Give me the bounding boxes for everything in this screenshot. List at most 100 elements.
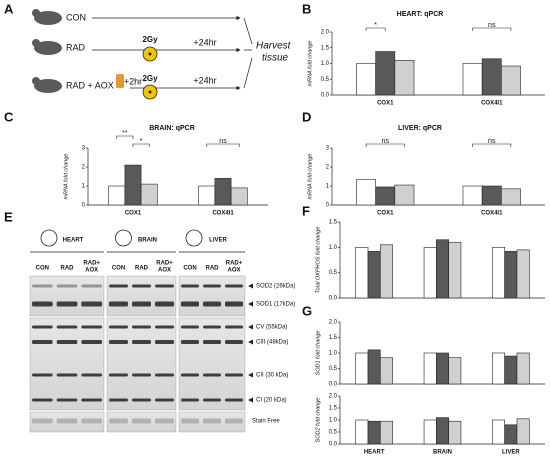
bar: [375, 51, 396, 96]
band: [181, 418, 199, 424]
bar: [448, 357, 462, 385]
band-label: Stain Free: [252, 419, 280, 425]
x-tick-label: BRAIN: [433, 450, 452, 456]
significance-label: ns: [219, 138, 227, 145]
y-tick-label: 0.5: [329, 430, 338, 436]
band: [203, 325, 221, 329]
blot-panel: [178, 275, 246, 317]
x-tick-label: COX4l1: [481, 101, 503, 107]
band: [181, 301, 199, 307]
band: [32, 325, 53, 329]
bar: [355, 352, 369, 385]
band-pointer: [248, 283, 253, 289]
tissue-label: LIVER: [209, 238, 227, 244]
bar: [108, 185, 126, 206]
band: [32, 418, 53, 424]
bar: [501, 65, 521, 96]
band-label: CV (55kDa): [256, 325, 287, 331]
radiation-icons: [142, 46, 158, 100]
band: [225, 373, 243, 377]
bar: [356, 179, 376, 206]
panel-letter: B: [302, 1, 311, 16]
bar: [380, 357, 393, 385]
band: [132, 373, 151, 377]
bar: [501, 188, 521, 206]
significance-bracket: [365, 27, 386, 31]
chart-title: LIVER: qPCR: [398, 125, 442, 132]
tissue-icon: [185, 229, 203, 247]
bar: [380, 420, 393, 445]
band: [203, 301, 221, 307]
bar: [230, 187, 248, 206]
y-tick-label: 1.0: [329, 351, 338, 357]
band: [132, 301, 151, 307]
bar: [356, 63, 376, 96]
band-pointer: [248, 324, 253, 330]
significance-bracket: [472, 143, 512, 147]
y-tick-label: 1.5: [321, 45, 330, 51]
y-tick-label: 0.0: [321, 93, 330, 99]
bar: [448, 420, 462, 445]
y-tick-label: 0: [82, 203, 86, 209]
band: [81, 418, 102, 424]
lane-label: RAD: [135, 266, 149, 272]
panel-letter: G: [302, 303, 312, 318]
significance-label: ns: [488, 138, 496, 145]
y-tick-label: 2.0: [329, 394, 338, 400]
blot-panel: [106, 317, 177, 411]
bar: [492, 247, 505, 299]
tissue-label: BRAIN: [138, 238, 157, 244]
y-tick-label: 0.5: [329, 366, 338, 372]
x-tick-label: COX1: [125, 211, 142, 217]
y-tick-label: 1.0: [329, 245, 338, 251]
band: [155, 284, 174, 288]
significance-label: *: [374, 22, 377, 29]
y-tick-label: 0.5: [321, 77, 330, 83]
y-tick-label: 0.5: [329, 270, 338, 276]
y-tick-label: 0.0: [329, 382, 338, 388]
band: [109, 340, 128, 344]
band-label: CIII (48kDa): [256, 340, 288, 346]
band: [155, 418, 174, 424]
bar: [462, 185, 483, 206]
band: [181, 398, 199, 402]
significance-bracket: [472, 27, 512, 31]
band: [181, 373, 199, 377]
band: [32, 373, 53, 377]
lane-label: RAD+: [156, 261, 173, 267]
group-label: RAD + AOX: [66, 80, 114, 90]
y-tick-label: 2.0: [329, 320, 338, 326]
panel-letter: D: [302, 109, 311, 124]
y-tick-label: 1.0: [321, 61, 330, 67]
bar: [355, 247, 369, 299]
lane-label: RAD+: [83, 261, 100, 267]
band-pointer: [248, 339, 253, 345]
bar: [367, 251, 381, 299]
y-axis-label: mRNA fold change: [63, 154, 69, 200]
endpoint: Harvest: [256, 41, 292, 52]
lane-label: CON: [183, 266, 196, 272]
band: [56, 325, 78, 329]
band: [32, 284, 53, 288]
y-axis-label: mRNA fold change: [307, 154, 313, 200]
bar: [448, 241, 462, 299]
band-pointer: [248, 372, 253, 378]
significance-bracket: [132, 143, 150, 147]
band: [132, 284, 151, 288]
band: [225, 301, 243, 307]
band: [181, 325, 199, 329]
bar: [375, 186, 396, 206]
dose-label: 2Gy: [142, 35, 158, 44]
panel-letter: E: [4, 209, 13, 224]
band: [132, 398, 151, 402]
panel-letter: A: [4, 1, 14, 16]
band: [56, 340, 78, 344]
band: [109, 301, 128, 307]
y-tick-label: 0.0: [329, 442, 338, 448]
bar: [380, 244, 393, 299]
band: [81, 284, 102, 288]
band: [56, 301, 78, 307]
lane-label: CON: [36, 266, 49, 272]
band: [203, 373, 221, 377]
band-label: SOD2 (26kDa): [256, 284, 295, 290]
